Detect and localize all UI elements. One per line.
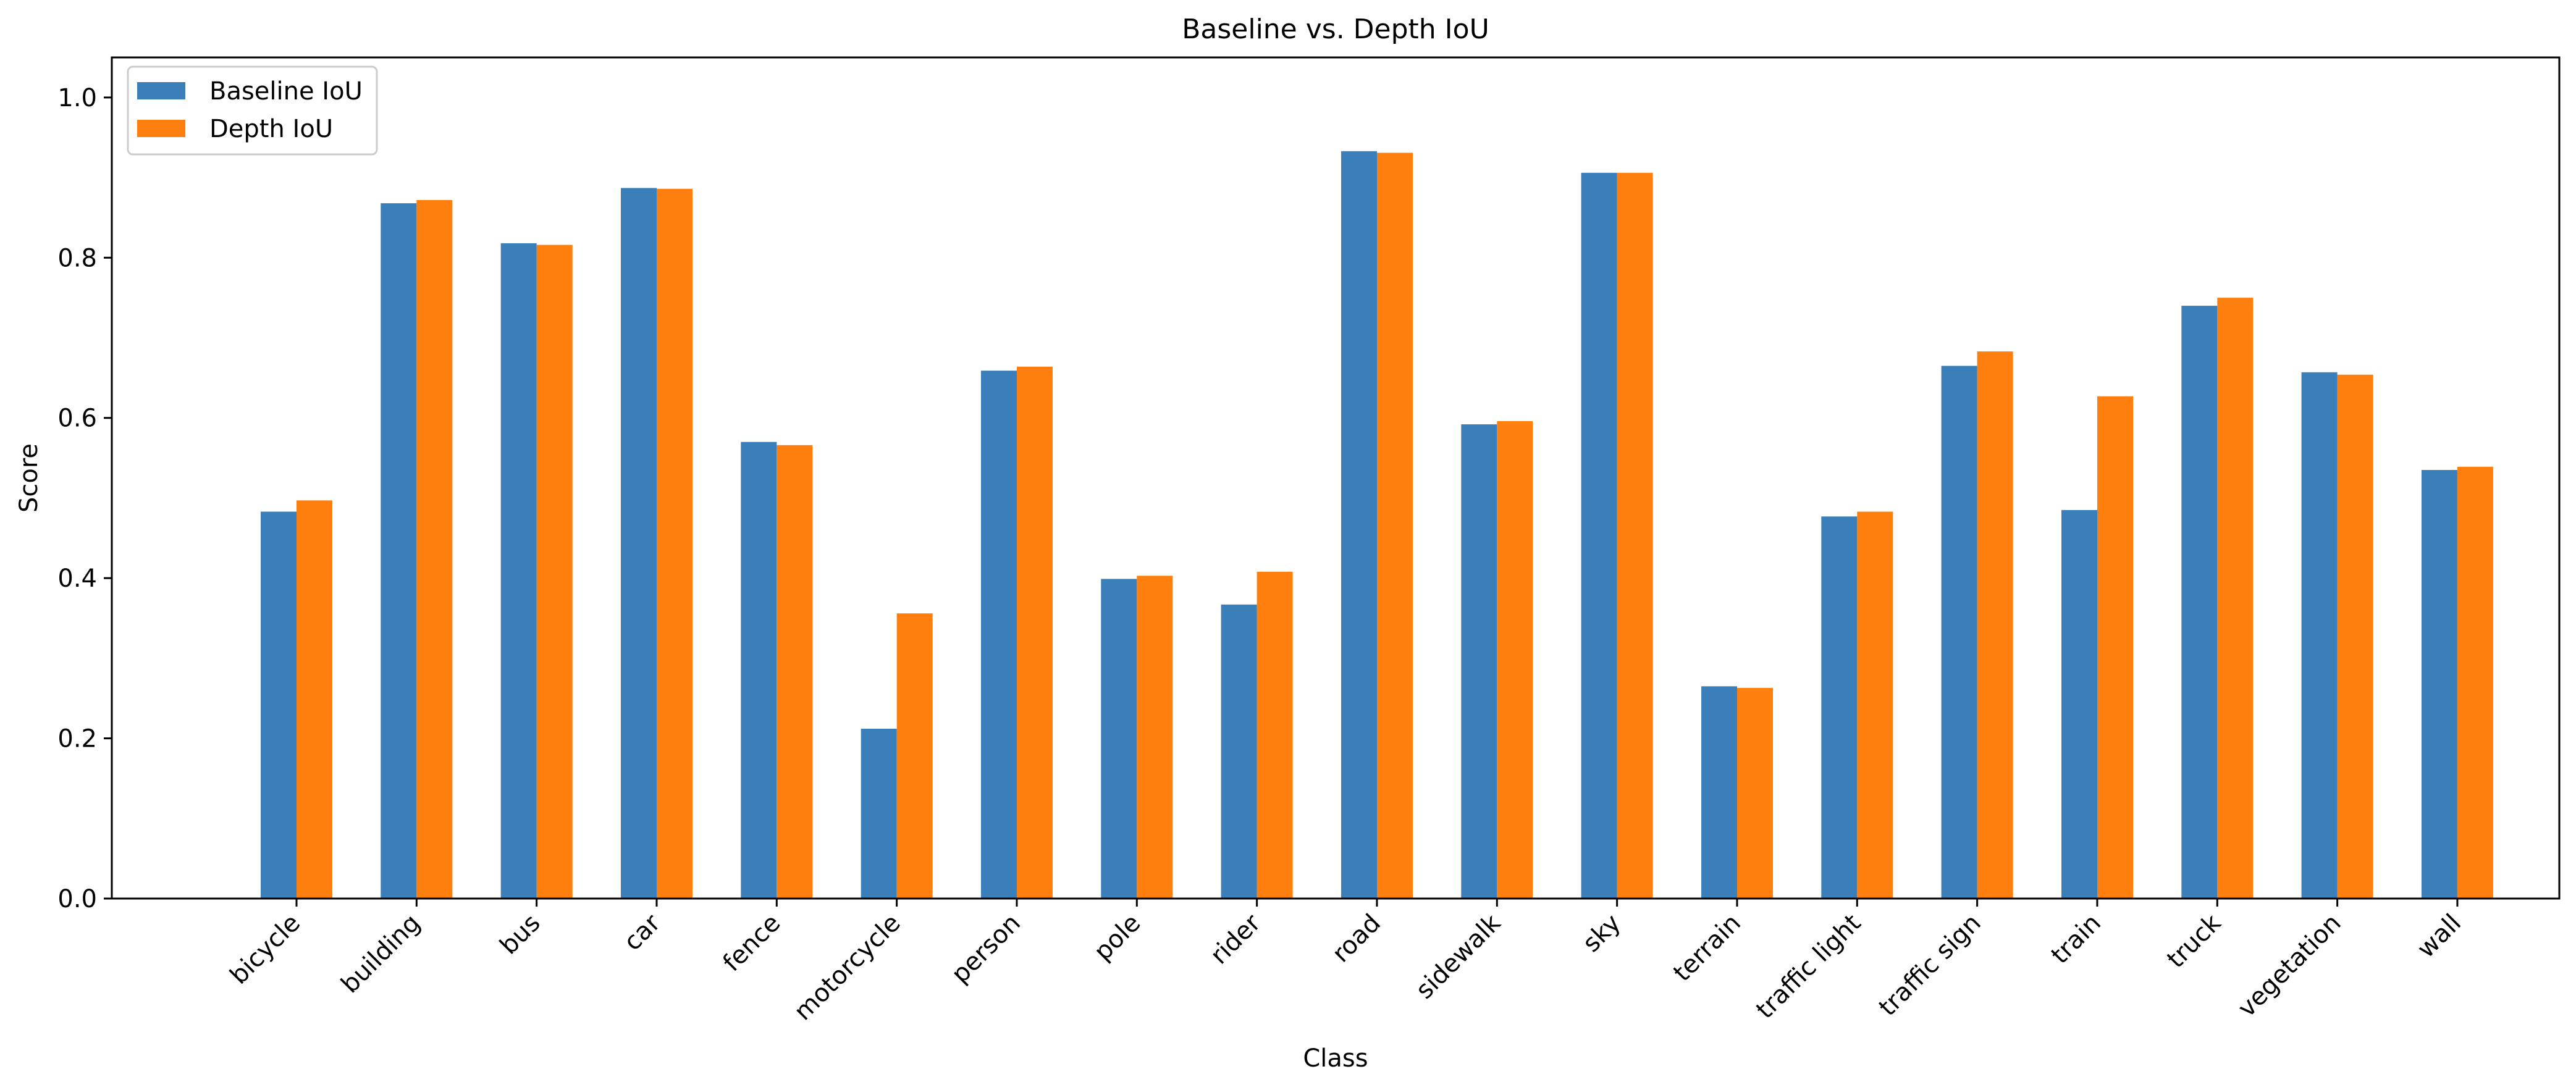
bar-baseline-train bbox=[2061, 509, 2097, 899]
bar-baseline-vegetation bbox=[2301, 372, 2338, 899]
bar-depth-bicycle bbox=[297, 500, 332, 899]
bar-depth-sidewalk bbox=[1497, 421, 1533, 899]
bar-baseline-wall bbox=[2421, 470, 2457, 899]
bar-depth-pole bbox=[1137, 576, 1173, 899]
x-axis-label: Class bbox=[1303, 1044, 1368, 1073]
bar-baseline-sky bbox=[1581, 172, 1617, 899]
bar-depth-bus bbox=[536, 245, 573, 899]
bar-baseline-rider bbox=[1221, 604, 1257, 899]
x-tick-label: car bbox=[618, 908, 666, 956]
x-tick-label: rider bbox=[1205, 908, 1266, 970]
bar-baseline-bicycle bbox=[261, 511, 297, 899]
bar-depth-person bbox=[1017, 366, 1053, 899]
x-tick-label: sky bbox=[1577, 909, 1626, 958]
y-axis: 0.0 0.2 0.4 0.6 0.8 1.0 bbox=[57, 84, 112, 913]
bar-depth-sky bbox=[1617, 172, 1653, 899]
x-tick-label: pole bbox=[1088, 909, 1146, 966]
bar-depth-building bbox=[416, 199, 453, 899]
bar-baseline-road bbox=[1341, 151, 1377, 899]
x-tick-label: terrain bbox=[1668, 909, 1746, 987]
x-axis: bicycle building bus car fence motorcycle pers… bbox=[225, 899, 2467, 1026]
x-tick-label: bicycle bbox=[225, 909, 306, 990]
x-tick-label: train bbox=[2046, 909, 2107, 970]
y-tick-label: 0.0 bbox=[57, 885, 97, 913]
x-tick-label: road bbox=[1327, 909, 1386, 968]
x-tick-label: sidewalk bbox=[1410, 908, 1507, 1005]
bar-depth-fence bbox=[777, 445, 813, 899]
y-tick-label: 0.8 bbox=[57, 244, 97, 272]
bar-depth-car bbox=[657, 188, 692, 899]
legend-swatch-depth bbox=[137, 120, 185, 137]
bar-depth-vegetation bbox=[2337, 374, 2373, 899]
x-tick-label: building bbox=[336, 909, 426, 999]
bar-depth-traffic-light bbox=[1857, 511, 1893, 899]
bar-depth-truck bbox=[2217, 298, 2254, 899]
legend-label-baseline: Baseline IoU bbox=[209, 77, 363, 106]
legend-box bbox=[127, 65, 378, 156]
bar-depth-motorcycle bbox=[896, 613, 933, 899]
x-tick-label: truck bbox=[2161, 908, 2227, 974]
bar-baseline-sidewalk bbox=[1461, 424, 1497, 899]
y-tick-label: 0.2 bbox=[57, 725, 97, 753]
bar-baseline-building bbox=[381, 203, 417, 899]
x-tick-label: bus bbox=[495, 909, 546, 960]
bar-depth-terrain bbox=[1737, 687, 1773, 899]
x-tick-label: motorcycle bbox=[789, 909, 906, 1026]
bar-baseline-person bbox=[981, 371, 1017, 899]
x-tick-label: fence bbox=[718, 909, 786, 978]
legend-label-depth: Depth IoU bbox=[209, 115, 333, 143]
bar-depth-train bbox=[2097, 396, 2133, 899]
x-tick-label: vegetation bbox=[2233, 909, 2347, 1023]
bars bbox=[261, 151, 2493, 899]
x-tick-label: traffic light bbox=[1751, 909, 1866, 1025]
bar-baseline-terrain bbox=[1701, 686, 1737, 899]
plot-frame bbox=[111, 56, 2561, 900]
bar-baseline-car bbox=[621, 188, 657, 899]
bar-baseline-motorcycle bbox=[861, 729, 897, 899]
bar-depth-traffic-sign bbox=[1977, 351, 2013, 899]
y-axis-label: Score bbox=[15, 443, 43, 513]
bar-depth-rider bbox=[1256, 571, 1293, 899]
bar-depth-road bbox=[1377, 153, 1413, 899]
bar-baseline-traffic-light bbox=[1821, 516, 1858, 899]
legend: Baseline IoU Depth IoU bbox=[127, 65, 378, 156]
y-tick-label: 1.0 bbox=[57, 84, 97, 112]
bar-baseline-traffic-sign bbox=[1941, 366, 1977, 899]
bar-baseline-truck bbox=[2181, 306, 2218, 899]
y-tick-label: 0.4 bbox=[57, 564, 97, 593]
chart-title: Baseline vs. Depth IoU bbox=[1182, 14, 1489, 45]
y-tick-label: 0.6 bbox=[57, 405, 97, 433]
legend-swatch-baseline bbox=[137, 82, 185, 99]
bar-baseline-bus bbox=[500, 243, 537, 899]
x-tick-label: traffic sign bbox=[1874, 909, 1987, 1022]
bar-depth-wall bbox=[2457, 466, 2493, 899]
bar-baseline-fence bbox=[741, 442, 777, 899]
x-tick-label: person bbox=[946, 909, 1026, 989]
x-tick-label: wall bbox=[2412, 909, 2467, 964]
bar-baseline-pole bbox=[1101, 579, 1137, 899]
